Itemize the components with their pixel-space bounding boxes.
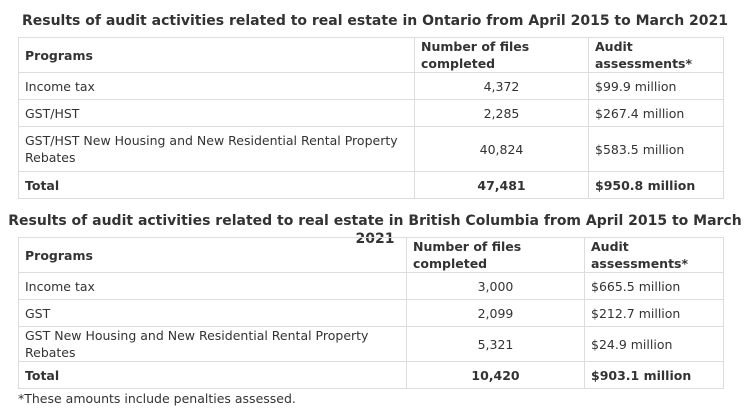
- total-files-cell: 47,481: [414, 171, 589, 199]
- program-cell: GST New Housing and New Residential Rent…: [18, 326, 407, 362]
- audit-assessment-cell: $24.9 million: [584, 326, 724, 362]
- program-cell: GST/HST New Housing and New Residential …: [18, 126, 415, 172]
- files-completed-cell: 3,000: [406, 272, 585, 300]
- program-cell: GST: [18, 299, 407, 327]
- column-header-files-completed: Number of files completed: [406, 237, 585, 273]
- total-files-cell: 10,420: [406, 361, 585, 389]
- ontario-table-caption: Results of audit activities related to r…: [21, 13, 729, 29]
- british-columbia-audit-table: Programs Number of files completed Audit…: [18, 237, 724, 389]
- program-cell: Income tax: [18, 272, 407, 300]
- audit-assessment-cell: $212.7 million: [584, 299, 724, 327]
- files-completed-cell: 5,321: [406, 326, 585, 362]
- column-header-programs: Programs: [18, 37, 415, 73]
- table-row: GST/HST New Housing and New Residential …: [18, 126, 724, 172]
- ontario-audit-table: Programs Number of files completed Audit…: [18, 37, 724, 199]
- column-header-programs: Programs: [18, 237, 407, 273]
- table-row: Income tax 3,000 $665.5 million: [18, 272, 724, 300]
- column-header-audit-assessments: Audit assessments*: [588, 37, 724, 73]
- column-header-audit-assessments: Audit assessments*: [584, 237, 724, 273]
- audit-assessment-cell: $583.5 million: [588, 126, 724, 172]
- audit-assessment-cell: $665.5 million: [584, 272, 724, 300]
- total-assessment-cell: $950.8 million: [588, 171, 724, 199]
- files-completed-cell: 2,285: [414, 99, 589, 127]
- table-row: GST/HST 2,285 $267.4 million: [18, 99, 724, 127]
- files-completed-cell: 2,099: [406, 299, 585, 327]
- table-header-row: Programs Number of files completed Audit…: [18, 37, 724, 73]
- total-label-cell: Total: [18, 361, 407, 389]
- column-header-files-completed: Number of files completed: [414, 37, 589, 73]
- total-assessment-cell: $903.1 million: [584, 361, 724, 389]
- program-cell: GST/HST: [18, 99, 415, 127]
- table-row: Income tax 4,372 $99.9 million: [18, 72, 724, 100]
- files-completed-cell: 40,824: [414, 126, 589, 172]
- table-row: GST New Housing and New Residential Rent…: [18, 326, 724, 362]
- audit-assessment-cell: $267.4 million: [588, 99, 724, 127]
- table-header-row: Programs Number of files completed Audit…: [18, 237, 724, 273]
- files-completed-cell: 4,372: [414, 72, 589, 100]
- footnote: *These amounts include penalties assesse…: [18, 391, 296, 406]
- total-label-cell: Total: [18, 171, 415, 199]
- audit-assessment-cell: $99.9 million: [588, 72, 724, 100]
- table-total-row: Total 10,420 $903.1 million: [18, 361, 724, 389]
- table-row: GST 2,099 $212.7 million: [18, 299, 724, 327]
- table-total-row: Total 47,481 $950.8 million: [18, 171, 724, 199]
- program-cell: Income tax: [18, 72, 415, 100]
